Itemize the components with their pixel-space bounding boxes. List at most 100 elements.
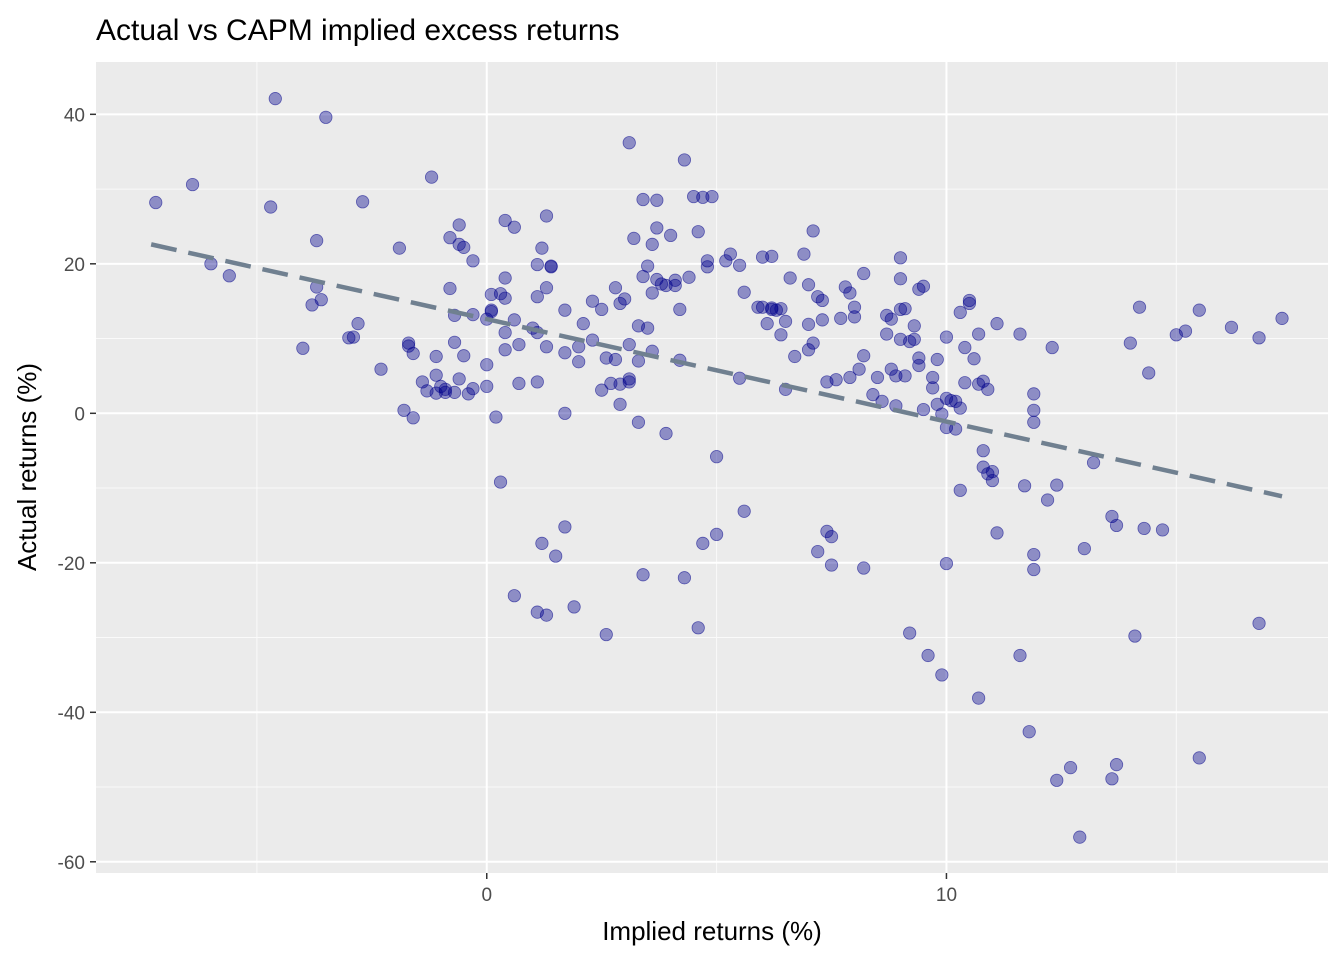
data-point bbox=[815, 293, 829, 308]
data-point bbox=[732, 371, 747, 385]
data-point bbox=[1027, 387, 1041, 401]
data-point bbox=[613, 397, 627, 411]
data-point bbox=[811, 544, 825, 559]
data-point bbox=[650, 193, 664, 207]
data-point bbox=[480, 379, 494, 393]
data-point bbox=[585, 294, 600, 308]
minor-gridlines bbox=[96, 62, 1328, 873]
data-point bbox=[829, 373, 843, 387]
data-point bbox=[949, 394, 963, 408]
data-point bbox=[1105, 772, 1119, 786]
chart-title: Actual vs CAPM implied excess returns bbox=[96, 14, 620, 47]
data-point bbox=[893, 302, 908, 317]
data-point bbox=[824, 530, 839, 544]
data-point bbox=[549, 549, 563, 563]
data-point bbox=[916, 279, 931, 293]
data-point bbox=[466, 254, 480, 268]
data-point bbox=[356, 195, 370, 209]
data-point bbox=[834, 311, 848, 325]
data-point bbox=[801, 317, 816, 331]
data-point bbox=[926, 370, 940, 385]
data-point bbox=[631, 415, 646, 429]
data-point bbox=[700, 254, 715, 268]
data-point bbox=[457, 349, 471, 363]
data-point bbox=[1063, 761, 1078, 775]
data-point bbox=[636, 568, 650, 582]
data-point bbox=[489, 410, 503, 424]
data-point bbox=[641, 259, 655, 273]
data-point bbox=[558, 520, 572, 534]
data-point bbox=[691, 621, 705, 635]
data-point bbox=[645, 237, 659, 251]
data-point bbox=[1192, 751, 1206, 765]
data-point bbox=[461, 387, 475, 401]
y-tick-label: -40 bbox=[58, 703, 85, 724]
data-point bbox=[880, 327, 894, 341]
data-point bbox=[622, 372, 636, 386]
data-point bbox=[608, 281, 623, 295]
data-point bbox=[1027, 547, 1041, 562]
data-point bbox=[788, 349, 802, 364]
regression-line bbox=[150, 242, 1283, 499]
x-axis: 0 10 bbox=[481, 873, 957, 906]
data-point bbox=[1022, 725, 1036, 739]
data-point bbox=[443, 281, 457, 296]
data-point bbox=[774, 328, 788, 342]
data-point bbox=[535, 536, 549, 550]
data-point bbox=[539, 608, 554, 622]
data-point bbox=[498, 291, 512, 305]
data-point bbox=[815, 313, 829, 327]
data-point bbox=[484, 303, 498, 317]
data-point bbox=[1027, 415, 1041, 429]
data-point bbox=[1109, 758, 1124, 772]
data-point bbox=[962, 293, 977, 308]
data-point bbox=[627, 231, 641, 246]
data-point bbox=[857, 561, 871, 575]
data-point bbox=[1013, 327, 1027, 341]
data-point bbox=[447, 335, 462, 349]
data-point bbox=[1137, 521, 1151, 536]
data-point bbox=[622, 337, 636, 352]
x-axis-title: Implied returns (%) bbox=[602, 916, 822, 946]
data-point bbox=[866, 388, 880, 402]
data-point bbox=[1252, 331, 1266, 345]
data-point bbox=[622, 136, 636, 150]
data-point bbox=[907, 319, 921, 333]
data-point bbox=[990, 317, 1004, 331]
y-tick-label: 0 bbox=[74, 404, 85, 425]
data-point bbox=[544, 259, 558, 273]
data-point bbox=[824, 558, 839, 572]
data-point bbox=[1142, 366, 1156, 380]
data-point bbox=[185, 177, 200, 192]
data-point bbox=[907, 332, 921, 346]
data-point bbox=[870, 370, 885, 385]
data-point bbox=[884, 362, 898, 376]
data-point bbox=[765, 249, 779, 263]
data-point bbox=[595, 302, 609, 317]
data-point bbox=[1073, 830, 1087, 844]
panel-background bbox=[96, 62, 1328, 873]
data-point bbox=[498, 343, 512, 357]
data-point bbox=[857, 349, 871, 363]
data-point bbox=[847, 310, 862, 324]
data-point bbox=[1192, 303, 1206, 317]
data-point bbox=[1128, 629, 1142, 643]
data-point bbox=[912, 351, 926, 365]
x-tick-label: 0 bbox=[481, 885, 492, 906]
data-point bbox=[618, 292, 632, 306]
data-point bbox=[507, 220, 521, 234]
data-point bbox=[820, 524, 834, 539]
data-point bbox=[443, 231, 457, 245]
data-point bbox=[1050, 773, 1064, 787]
data-point bbox=[1109, 518, 1124, 533]
data-point bbox=[1224, 320, 1239, 334]
data-point bbox=[677, 153, 692, 167]
data-point bbox=[967, 352, 981, 366]
data-point bbox=[953, 401, 967, 415]
data-point bbox=[893, 251, 908, 265]
data-point bbox=[608, 352, 623, 367]
data-point bbox=[801, 278, 816, 292]
major-gridlines bbox=[96, 62, 1328, 873]
data-point bbox=[457, 240, 471, 254]
